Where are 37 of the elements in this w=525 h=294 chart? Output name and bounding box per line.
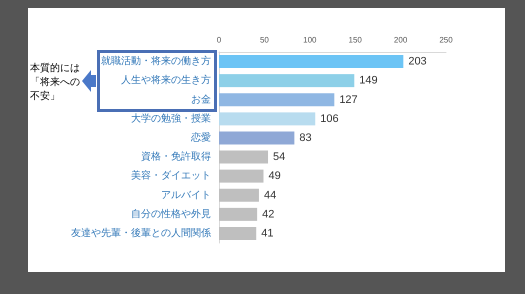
bar — [219, 112, 316, 126]
bar — [219, 93, 334, 106]
data-label: 127 — [339, 94, 358, 106]
bar — [219, 74, 354, 88]
text: 本質的には「将来への不安」 — [30, 62, 81, 104]
x-tick-label: 100 — [303, 36, 318, 44]
bar — [219, 55, 404, 68]
bar — [219, 131, 294, 144]
y-tick-label: 資格・免許取得 — [141, 150, 211, 163]
y-tick-label: お金 — [191, 93, 211, 106]
data-label: 106 — [320, 112, 339, 125]
y-tick-label: 人生や将来の生き方 — [121, 74, 211, 86]
bar — [219, 170, 264, 183]
bar — [219, 188, 259, 202]
x-tick-label: 150 — [348, 36, 362, 44]
x-tick-label: 50 — [260, 36, 270, 44]
y-tick-label: 自分の性格や外見 — [131, 208, 211, 220]
y-tick-label: 就職活動・将来の働き方 — [101, 55, 211, 68]
y-tick-label: 恋愛 — [190, 131, 211, 144]
x-tick-label: 200 — [394, 36, 408, 44]
y-tick-label: 美容・ダイエット — [131, 170, 211, 182]
bar — [219, 208, 258, 221]
data-label: 42 — [262, 208, 274, 220]
data-label: 44 — [264, 189, 276, 202]
data-label: 54 — [273, 151, 286, 164]
x-tick-label: 250 — [439, 36, 454, 44]
data-label: 41 — [261, 227, 274, 240]
bar — [219, 150, 268, 164]
data-label: 83 — [299, 132, 312, 144]
bar — [219, 226, 256, 240]
y-tick-label: アルバイト — [161, 190, 211, 201]
y-tick-label: 友達や先輩・後輩との人間関係 — [71, 226, 211, 239]
x-tick-label: 0 — [216, 36, 222, 44]
data-label: 49 — [268, 170, 281, 182]
y-tick-label: 大学の勉強・授業 — [131, 112, 211, 124]
data-label: 203 — [408, 56, 427, 68]
data-label: 149 — [359, 74, 378, 87]
